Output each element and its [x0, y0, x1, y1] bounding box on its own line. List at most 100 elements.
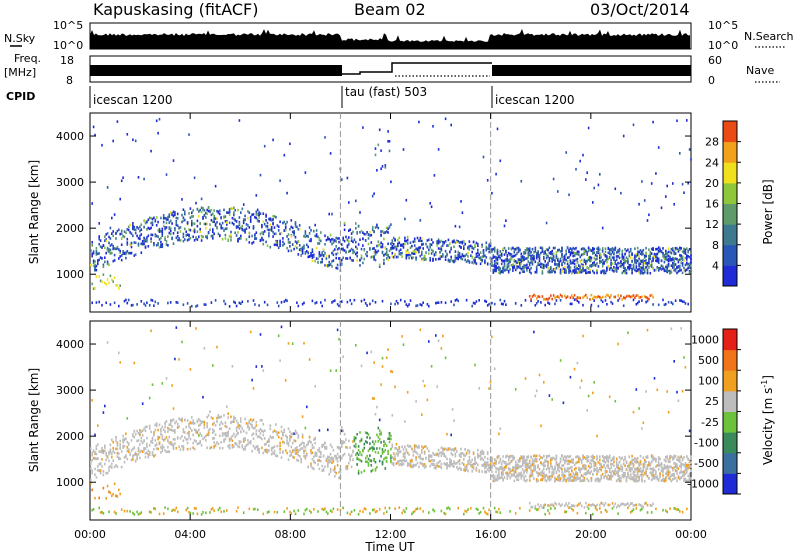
data-cell	[535, 508, 538, 511]
data-cell	[450, 246, 452, 250]
data-cell	[321, 257, 323, 261]
data-cell	[405, 251, 408, 254]
data-cell	[681, 257, 684, 261]
data-cell	[585, 293, 587, 297]
data-cell	[352, 259, 354, 262]
data-cell	[182, 430, 185, 434]
data-cell	[402, 459, 405, 462]
data-cell	[535, 454, 538, 458]
data-cell	[318, 236, 321, 240]
data-cell	[458, 225, 461, 229]
data-cell	[94, 260, 96, 263]
data-cell	[343, 432, 346, 436]
data-cell	[331, 265, 333, 268]
data-cell	[334, 474, 336, 478]
data-cell	[663, 260, 666, 264]
data-cell	[402, 462, 405, 466]
data-cell	[548, 470, 551, 474]
data-cell	[209, 209, 211, 213]
data-cell	[301, 246, 304, 249]
data-cell	[533, 469, 535, 472]
data-cell	[341, 429, 343, 433]
data-cell	[94, 268, 96, 272]
data-cell	[240, 424, 242, 428]
data-cell	[213, 220, 215, 223]
data-cell	[99, 239, 102, 242]
data-cell	[151, 217, 154, 221]
data-cell	[378, 265, 381, 268]
data-cell	[589, 258, 591, 261]
data-cell	[521, 464, 524, 467]
data-cell	[572, 504, 574, 507]
data-cell	[485, 512, 488, 515]
data-cell	[277, 229, 280, 232]
data-cell	[357, 469, 360, 473]
data-cell	[475, 241, 478, 245]
data-cell	[545, 256, 548, 260]
data-cell	[168, 428, 171, 431]
data-cell	[387, 231, 389, 234]
data-cell	[200, 206, 203, 210]
data-cell	[231, 216, 234, 220]
data-cell	[383, 458, 385, 461]
data-cell	[578, 466, 580, 470]
data-cell	[415, 247, 417, 250]
data-cell	[383, 231, 385, 235]
data-cell	[526, 468, 528, 471]
data-cell	[405, 459, 408, 463]
data-cell	[293, 439, 295, 442]
data-cell	[540, 504, 542, 507]
data-cell	[552, 255, 555, 259]
data-cell	[555, 503, 558, 506]
data-cell	[519, 249, 521, 252]
data-cell	[543, 474, 545, 477]
data-cell	[146, 239, 148, 243]
data-cell	[115, 284, 117, 287]
data-cell	[629, 266, 632, 269]
data-cell	[235, 509, 238, 513]
data-cell	[235, 419, 238, 423]
data-cell	[444, 447, 447, 451]
data-cell	[220, 510, 222, 513]
data-cell	[160, 432, 162, 436]
data-cell	[519, 473, 521, 477]
data-cell	[544, 298, 546, 301]
data-cell	[374, 440, 377, 443]
data-cell	[269, 245, 272, 249]
data-cell	[334, 470, 336, 473]
data-cell	[449, 447, 451, 450]
data-cell	[252, 387, 255, 390]
data-cell	[245, 444, 248, 447]
data-cell	[636, 294, 639, 297]
data-cell	[561, 503, 563, 506]
data-cell	[314, 441, 316, 445]
data-cell	[126, 241, 129, 244]
data-cell	[463, 458, 465, 461]
data-cell	[499, 457, 502, 461]
data-cell	[129, 453, 131, 456]
data-cell	[409, 241, 412, 244]
data-cell	[320, 261, 322, 264]
data-cell	[467, 251, 469, 255]
data-cell	[99, 245, 102, 248]
data-cell	[631, 252, 633, 255]
data-cell	[451, 463, 454, 466]
data-cell	[141, 434, 144, 437]
data-cell	[164, 216, 166, 220]
data-cell	[255, 365, 258, 368]
data-cell	[184, 418, 186, 422]
data-cell	[200, 236, 203, 240]
data-cell	[530, 271, 532, 275]
data-cell	[272, 138, 274, 142]
data-cell	[155, 216, 158, 219]
data-cell	[541, 263, 544, 266]
data-cell	[600, 260, 602, 264]
data-cell	[648, 213, 650, 217]
data-cell	[176, 217, 179, 220]
data-cell	[210, 416, 213, 419]
data-cell	[676, 257, 678, 261]
data-cell	[548, 257, 551, 260]
data-cell	[227, 238, 229, 241]
data-cell	[286, 442, 288, 445]
